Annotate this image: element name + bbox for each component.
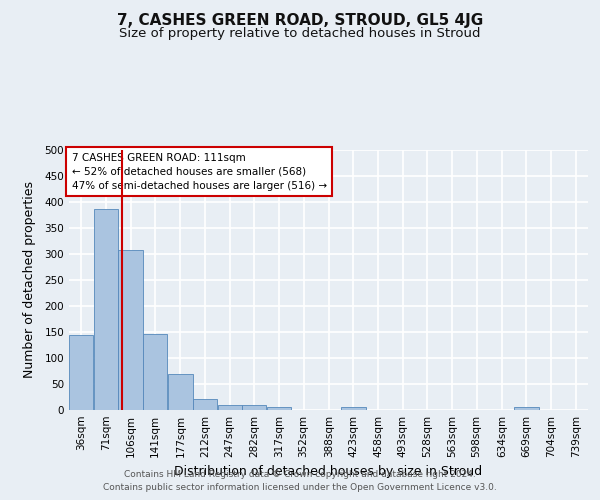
Bar <box>218 405 242 410</box>
Bar <box>514 408 539 410</box>
Y-axis label: Number of detached properties: Number of detached properties <box>23 182 36 378</box>
Bar <box>242 405 266 410</box>
Bar <box>267 408 291 410</box>
Bar <box>118 250 143 410</box>
Text: Size of property relative to detached houses in Stroud: Size of property relative to detached ho… <box>119 28 481 40</box>
Bar <box>193 398 217 410</box>
X-axis label: Distribution of detached houses by size in Stroud: Distribution of detached houses by size … <box>175 466 482 478</box>
Bar <box>169 374 193 410</box>
Text: 7, CASHES GREEN ROAD, STROUD, GL5 4JG: 7, CASHES GREEN ROAD, STROUD, GL5 4JG <box>117 12 483 28</box>
Bar <box>69 335 94 410</box>
Bar <box>143 334 167 410</box>
Bar <box>94 209 118 410</box>
Text: 7 CASHES GREEN ROAD: 111sqm
← 52% of detached houses are smaller (568)
47% of se: 7 CASHES GREEN ROAD: 111sqm ← 52% of det… <box>71 152 327 190</box>
Text: Contains HM Land Registry data © Crown copyright and database right 2024.
Contai: Contains HM Land Registry data © Crown c… <box>103 470 497 492</box>
Bar <box>341 408 365 410</box>
